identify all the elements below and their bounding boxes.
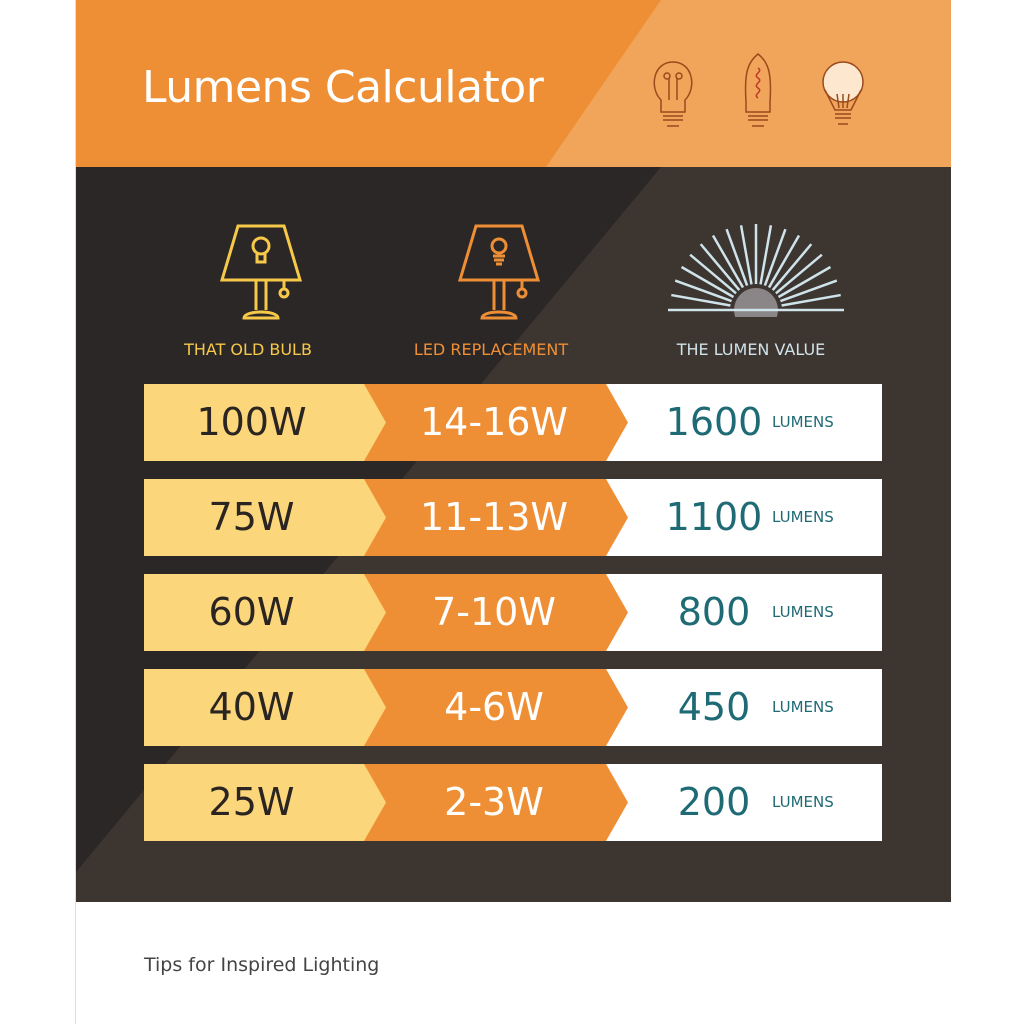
sunburst-ray: [739, 225, 753, 285]
old-bulb-wattage: 75W: [208, 495, 295, 539]
lumen-value: 1100: [665, 495, 763, 539]
sunburst-ray: [780, 279, 838, 303]
table-row: 25W 2-3W 200 LUMENS: [144, 764, 882, 841]
lumen-value: 450: [677, 685, 751, 729]
led-wattage: 4-6W: [444, 685, 544, 729]
lumen-unit: LUMENS: [772, 603, 834, 621]
column-header-lumens: THE LUMEN VALUE: [676, 340, 826, 359]
old-bulb-segment: [144, 669, 386, 746]
incandescent-bulb-icon: [653, 61, 693, 127]
sunburst-ray: [711, 234, 745, 289]
column-header-old-bulb: THAT OLD BULB: [184, 340, 312, 359]
bulb-icons: [651, 50, 866, 130]
sunburst-ray: [775, 253, 823, 295]
old-bulb-segment: [144, 764, 386, 841]
old-bulb-wattage: 60W: [208, 590, 295, 634]
old-bulb-wattage: 100W: [196, 400, 307, 444]
sunburst-icon: [668, 224, 844, 317]
old-bulb-segment: [144, 574, 386, 651]
sunburst-ray: [680, 265, 735, 299]
led-wattage: 14-16W: [420, 400, 568, 444]
lumen-unit: LUMENS: [772, 793, 834, 811]
sunburst-ray: [674, 279, 732, 303]
led-wattage: 7-10W: [432, 590, 556, 634]
lumen-unit: LUMENS: [772, 508, 834, 526]
sunburst-ray: [759, 225, 773, 285]
page-title: Lumens Calculator: [142, 62, 544, 113]
lamp-incandescent-icon: [219, 224, 303, 320]
header: Lumens Calculator: [76, 0, 951, 167]
table-row: 75W 11-13W 1100 LUMENS: [144, 479, 882, 556]
lumens-infographic: Lumens Calculator THAT OLD BULB LED REPL…: [75, 0, 951, 1024]
lumen-unit: LUMENS: [772, 698, 834, 716]
table-row: 60W 7-10W 800 LUMENS: [144, 574, 882, 651]
sunburst-ray: [777, 265, 832, 299]
sunburst-ray: [689, 253, 737, 295]
edison-bulb-icon: [744, 53, 772, 127]
lumen-value: 200: [677, 780, 751, 824]
old-bulb-wattage: 25W: [208, 780, 295, 824]
sunburst-ray: [725, 228, 749, 286]
column-header-led: LED REPLACEMENT: [413, 340, 569, 359]
sunburst-ray: [763, 228, 787, 286]
lumen-value: 1600: [665, 400, 763, 444]
footer-text: Tips for Inspired Lighting: [144, 954, 380, 976]
table-row: 40W 4-6W 450 LUMENS: [144, 669, 882, 746]
lumen-value: 800: [677, 590, 751, 634]
sunburst-ray: [781, 293, 841, 307]
led-wattage: 11-13W: [420, 495, 568, 539]
led-bulb-icon: [822, 61, 864, 125]
sunburst-ray: [671, 293, 731, 307]
sunburst-ray: [771, 243, 813, 291]
lumen-unit: LUMENS: [772, 413, 834, 431]
table-row: 100W 14-16W 1600 LUMENS: [144, 384, 882, 461]
old-bulb-segment: [144, 479, 386, 556]
sunburst-ray: [767, 234, 801, 289]
lamp-led-icon: [457, 224, 541, 320]
old-bulb-wattage: 40W: [208, 685, 295, 729]
old-bulb-segment: [144, 384, 386, 461]
led-wattage: 2-3W: [444, 780, 544, 824]
sunburst-ray: [699, 243, 741, 291]
